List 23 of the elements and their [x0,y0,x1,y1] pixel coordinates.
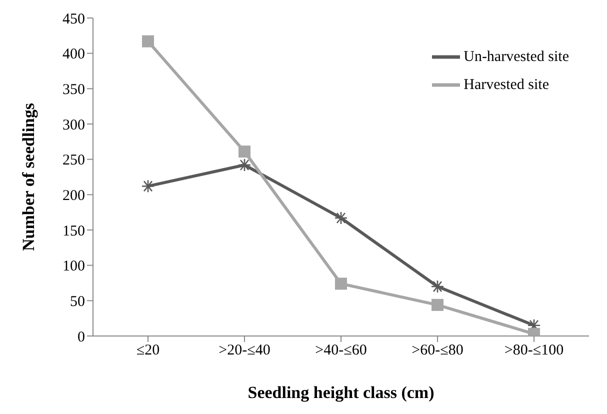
x-tick-label: >20-≤40 [218,342,270,359]
y-axis-title: Number of seedlings [19,102,38,251]
y-tick-label: 450 [62,11,85,28]
x-axis-title: Seedling height class (cm) [248,383,434,402]
point [142,35,154,48]
x-tick-label: >80-≤100 [504,342,564,359]
y-tick-label: 300 [62,117,85,134]
legend-label: Un-harvested site [464,48,569,65]
point [238,146,250,158]
y-tick-label: 150 [62,223,85,240]
y-tick-label: 0 [78,329,85,346]
y-tick-label: 50 [70,294,85,310]
x-tick-label: >40-≤60 [315,342,367,359]
x-tick-label: ≤20 [136,342,160,359]
x-tick-label: >60-≤80 [412,342,464,359]
y-tick-label: 400 [62,46,85,63]
y-tick-label: 100 [62,258,85,275]
y-tick-label: 250 [62,152,85,169]
y-tick-label: 350 [62,82,85,98]
point [432,298,444,311]
point [335,278,347,290]
legend-label: Harvested site [464,76,549,93]
y-tick-label: 200 [62,188,85,204]
